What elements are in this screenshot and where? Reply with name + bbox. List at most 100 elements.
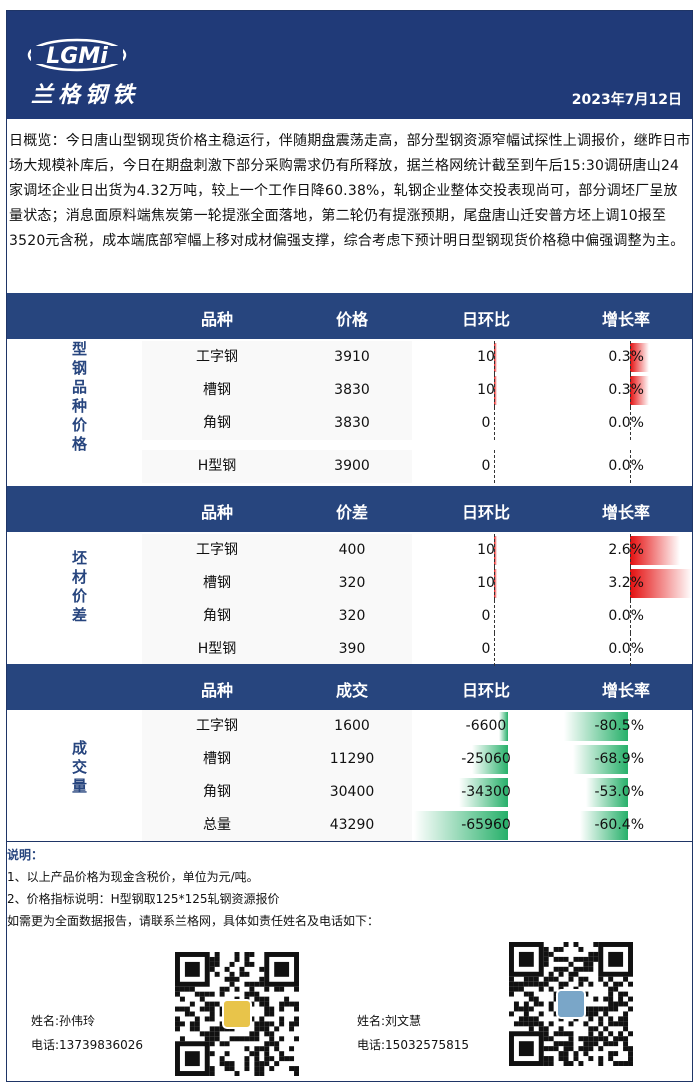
daily-overview: 日概览：今日唐山型钢现货价格主稳运行，伴随期盘震荡走高，部分型钢资源窄幅试探性上…	[9, 133, 691, 249]
cell-product: 工字钢	[142, 341, 292, 374]
cell-dod: 0	[412, 450, 560, 483]
cell-value: 30400	[292, 776, 412, 809]
cell-value: 1600	[292, 710, 412, 743]
cell-rate-text: 0.3%	[608, 349, 644, 365]
cell-value: 11290	[292, 743, 412, 776]
cell-value-text: 390	[338, 641, 366, 657]
cell-rate: 0.3%	[560, 341, 692, 374]
cell-product: 工字钢	[142, 710, 292, 743]
cell-dod-text: 10	[477, 349, 495, 365]
cell-dod: 0	[412, 600, 560, 633]
column-header: 品种	[200, 503, 233, 522]
note-item: 2、价格指标说明：H型钢取125*125轧钢资源报价	[7, 892, 280, 906]
cell-dod: 0	[412, 633, 560, 666]
section-side-label: 型钢品种价格	[70, 341, 88, 455]
rate-axis	[630, 534, 631, 567]
cell-product-text: 角钢	[203, 608, 231, 624]
dod-bar	[459, 778, 508, 807]
contact-1-phone: 电话:13739836026	[31, 1038, 144, 1052]
column-header: 日环比	[461, 503, 510, 522]
cell-product-text: 角钢	[203, 784, 231, 800]
cell-product-text: H型钢	[197, 641, 237, 657]
report-date: 2023年7月12日	[571, 92, 682, 108]
cell-dod-text: 0	[481, 415, 491, 431]
cell-dod-text: 10	[477, 542, 495, 558]
column-header: 品种	[200, 310, 233, 329]
column-header: 品种	[200, 681, 233, 700]
rate-bar	[630, 376, 649, 405]
cell-product-text: H型钢	[197, 458, 237, 474]
cell-dod: 10	[412, 567, 560, 600]
cell-product: 槽钢	[142, 374, 292, 407]
cell-rate: -68.9%	[560, 743, 692, 776]
cell-rate: -80.5%	[560, 710, 692, 743]
dod-axis	[494, 341, 495, 374]
rate-bar	[564, 712, 628, 741]
cell-rate-text: -60.4%	[594, 817, 644, 833]
cell-product: 角钢	[142, 776, 292, 809]
report-header: LGMi 兰格钢铁 2023年7月12日	[7, 11, 692, 119]
section-body: 坯材价差 工字钢 400 10 2.6% 槽钢 320 10 3.2% 角钢 320 0 0.0% H型钢…	[7, 532, 692, 666]
cell-product: 角钢	[142, 600, 292, 633]
rate-bar	[586, 778, 628, 807]
cell-rate-text: 0.0%	[608, 458, 644, 474]
cell-dod: -6600	[412, 710, 560, 743]
rate-axis	[630, 450, 631, 483]
cell-rate: 3.2%	[560, 567, 692, 600]
contact-1-name: 姓名:孙伟玲	[31, 1014, 96, 1028]
cell-product: H型钢	[142, 450, 292, 483]
cell-rate: 0.0%	[560, 633, 692, 666]
rate-axis	[630, 633, 631, 666]
cell-product-text: 角钢	[203, 415, 231, 431]
cell-dod: 0	[412, 407, 560, 440]
lgmi-logo-icon: LGMi	[27, 38, 127, 72]
notes-section: 说明： 1、以上产品价格为现金含税价，单位为元/吨。 2、价格指标说明：H型钢取…	[7, 841, 692, 1081]
cell-value-text: 3830	[334, 415, 370, 431]
column-header: 日环比	[461, 310, 510, 329]
cell-product: 总量	[142, 809, 292, 842]
cell-rate-text: 0.0%	[608, 641, 644, 657]
cell-rate-text: 0.0%	[608, 608, 644, 624]
rate-bar	[630, 343, 649, 372]
table-row: H型钢 3900 0 0.0%	[7, 450, 692, 483]
cell-product: 角钢	[142, 407, 292, 440]
cell-dod-text: 0	[481, 641, 491, 657]
cell-dod-text: -25060	[461, 751, 511, 767]
cell-dod: 10	[412, 341, 560, 374]
cell-dod: 10	[412, 534, 560, 567]
cell-product-text: 槽钢	[203, 382, 231, 398]
dod-bar	[499, 712, 508, 741]
table-row: 总量 43290 -65960 -60.4%	[7, 809, 692, 842]
section-header: 品种 价格 日环比 增长率	[7, 293, 692, 339]
table-row: 槽钢 11290 -25060 -68.9%	[7, 743, 692, 776]
cell-value: 390	[292, 633, 412, 666]
cell-value-text: 43290	[329, 817, 375, 833]
note-item: 1、以上产品价格为现金含税价，单位为元/吨。	[7, 870, 259, 884]
cell-dod: -34300	[412, 776, 560, 809]
table-row: 工字钢 400 10 2.6%	[7, 534, 692, 567]
rate-axis	[630, 407, 631, 440]
cell-dod-text: -34300	[461, 784, 511, 800]
column-header: 价格	[335, 310, 368, 329]
brand-name: 兰格钢铁	[31, 82, 140, 108]
cell-dod: -25060	[412, 743, 560, 776]
table-row: 工字钢 3910 10 0.3%	[7, 341, 692, 374]
cell-dod-text: 10	[477, 575, 495, 591]
cell-value: 400	[292, 534, 412, 567]
table-row: 槽钢 320 10 3.2%	[7, 567, 692, 600]
cell-product-text: 槽钢	[203, 751, 231, 767]
column-header: 价差	[335, 503, 368, 522]
cell-dod-text: -6600	[465, 718, 507, 734]
cell-value-text: 3900	[334, 458, 370, 474]
cell-rate: 0.3%	[560, 374, 692, 407]
column-header: 增长率	[601, 681, 650, 700]
table-row: 工字钢 1600 -6600 -80.5%	[7, 710, 692, 743]
cell-product: H型钢	[142, 633, 292, 666]
dod-axis	[494, 374, 495, 407]
section-side-label: 坯材价差	[70, 550, 88, 626]
report-frame: LGMi 兰格钢铁 2023年7月12日 日概览：今日唐山型钢现货价格主稳运行，…	[6, 10, 693, 1082]
section-body: 型钢品种价格 工字钢 3910 10 0.3% 槽钢 3830 10 0.3% 角钢 3830 0 0.…	[7, 339, 692, 486]
cell-rate: 0.0%	[560, 600, 692, 633]
dod-bar	[494, 376, 497, 405]
cell-product: 槽钢	[142, 567, 292, 600]
